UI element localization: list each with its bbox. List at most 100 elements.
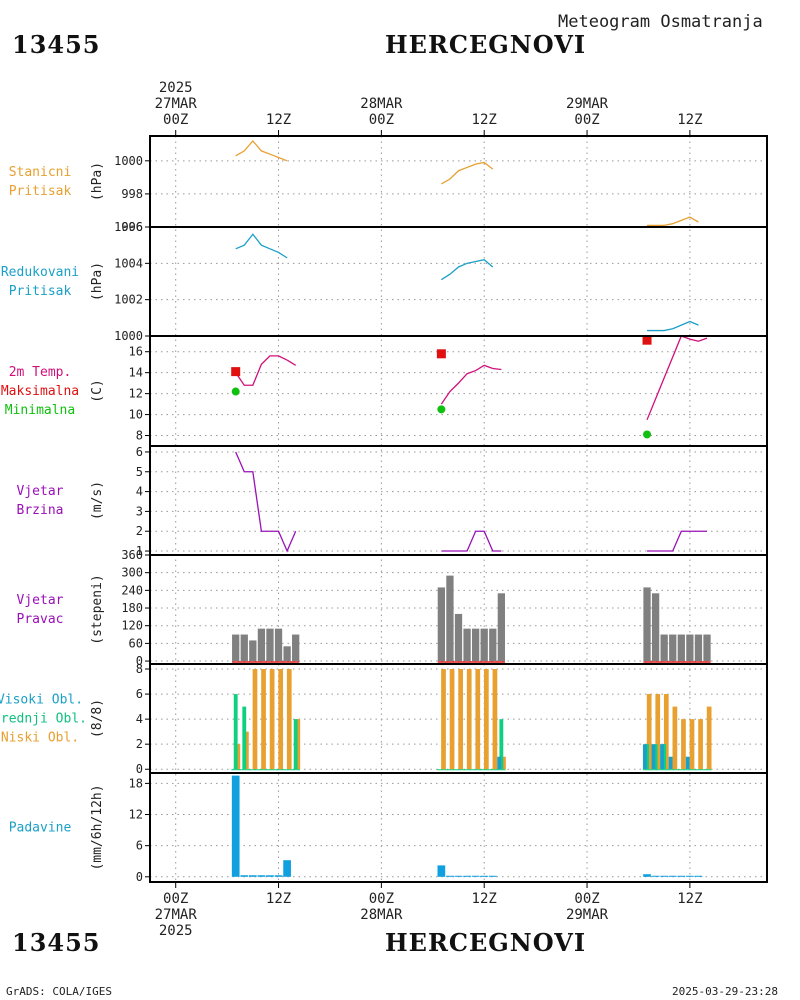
cloud-bar (295, 719, 301, 770)
direction-bar (274, 628, 283, 662)
precip-bar (437, 865, 446, 877)
y-axis-label: (m/s) (90, 481, 105, 520)
y-tick-label: 6 (136, 445, 143, 459)
direction-bar (686, 634, 694, 662)
cloud-bar (458, 669, 463, 770)
cloud-bar (706, 706, 712, 770)
cloud-bar (252, 669, 258, 770)
panel-label: Pritisak (9, 184, 72, 199)
direction-bar (232, 634, 240, 662)
y-tick-label: 180 (121, 601, 143, 615)
panel-label: Niski Obl. (1, 731, 79, 746)
x-label-bottom: 12Z (677, 891, 702, 907)
panel-label: Padavine (9, 821, 72, 836)
x-label-bottom: 00Z (369, 891, 394, 907)
y-tick-label: 4 (136, 712, 143, 726)
cloud-bar (449, 669, 455, 770)
y-tick-label: 14 (129, 366, 143, 380)
direction-bar (651, 593, 660, 662)
precip-bar (240, 875, 249, 877)
x-label-top: 12Z (472, 112, 497, 128)
y-tick-label: 998 (121, 187, 143, 201)
y-tick-label: 1006 (114, 220, 143, 234)
precip-bar (266, 875, 274, 877)
precip-bar (660, 875, 669, 877)
precip-bar (248, 875, 257, 877)
y-tick-label: 8 (136, 662, 143, 676)
cloud-bar (685, 756, 690, 770)
tmax-marker (436, 349, 446, 359)
cloud-bar (492, 669, 498, 770)
y-tick-label: 12 (129, 387, 143, 401)
precip-bar (463, 875, 471, 877)
panel-label: Pritisak (9, 284, 72, 299)
cloud-bar (261, 669, 266, 770)
cloud-bar (499, 719, 504, 770)
x-label-top: 00Z (369, 112, 394, 128)
cloud-bar (475, 669, 481, 770)
direction-bar (471, 628, 480, 662)
y-tick-label: 16 (129, 345, 143, 359)
tmin-marker (437, 405, 446, 414)
reduced-line (647, 320, 699, 332)
y-tick-label: 1004 (114, 256, 143, 270)
direction-bar (703, 634, 711, 662)
panel-label: Redukovani (1, 265, 79, 280)
precip-bar (283, 860, 291, 877)
y-tick-label: 360 (121, 548, 143, 562)
x-label-bottom: 00Z (574, 891, 599, 907)
y-tick-label: 0 (136, 762, 143, 776)
direction-bar (480, 628, 488, 662)
panel-label: Minimalna (5, 403, 75, 418)
cloud-bar (501, 756, 506, 770)
cloud-bar (244, 731, 249, 770)
y-tick-label: 6 (136, 839, 143, 853)
cloud-bar (672, 706, 678, 770)
x-label-top: 12Z (266, 112, 291, 128)
direction-bar (292, 634, 300, 662)
y-tick-label: 2 (136, 737, 143, 751)
footer-credit: GrADS: COLA/IGES (6, 985, 112, 998)
panel-label: Stanicni (9, 165, 72, 180)
precip-bar (651, 875, 660, 877)
pressure-line (647, 216, 699, 226)
precip-bar (454, 875, 463, 877)
cloud-bar (663, 694, 669, 770)
y-tick-label: 300 (121, 566, 143, 580)
wind_speed-line (441, 530, 502, 552)
cloud-bar (668, 756, 673, 770)
precip-bar (668, 875, 677, 877)
panel-label: Maksimalna (1, 384, 79, 399)
cloud-bar (646, 694, 652, 770)
y-tick-label: 4 (136, 485, 143, 499)
y-tick-label: 1002 (114, 293, 143, 307)
cloud-bar (660, 744, 664, 770)
x-label-top: 27MAR (155, 96, 198, 112)
precip-bar (471, 875, 480, 877)
wind_speed-line (647, 530, 708, 552)
panel-label: Brzina (17, 503, 64, 518)
direction-bar (497, 593, 505, 662)
footer-timestamp: 2025-03-29-23:28 (672, 985, 778, 998)
precip-bar (257, 875, 266, 877)
y-tick-label: 2 (136, 524, 143, 538)
cloud-bar (662, 744, 667, 770)
cloud-bar (278, 669, 284, 770)
cloud-bar (651, 744, 656, 770)
cloud-bar (689, 719, 695, 770)
station-id-bottom: 13455 (12, 928, 101, 957)
direction-bar (463, 628, 471, 662)
direction-bar (437, 587, 446, 662)
y-axis-label: (8/8) (90, 699, 105, 738)
panel-frame (149, 445, 768, 556)
panel-label: Pravac (17, 612, 64, 627)
y-tick-label: 18 (129, 776, 143, 790)
x-label-top: 00Z (574, 112, 599, 128)
cloud-bar (483, 669, 489, 770)
direction-bar (446, 575, 454, 662)
y-tick-label: 6 (136, 687, 143, 701)
y-tick-label: 996 (121, 220, 143, 234)
panel-label: Srednji Obl. (0, 712, 87, 727)
precip-bar (694, 875, 703, 877)
x-label-top: 12Z (677, 112, 702, 128)
